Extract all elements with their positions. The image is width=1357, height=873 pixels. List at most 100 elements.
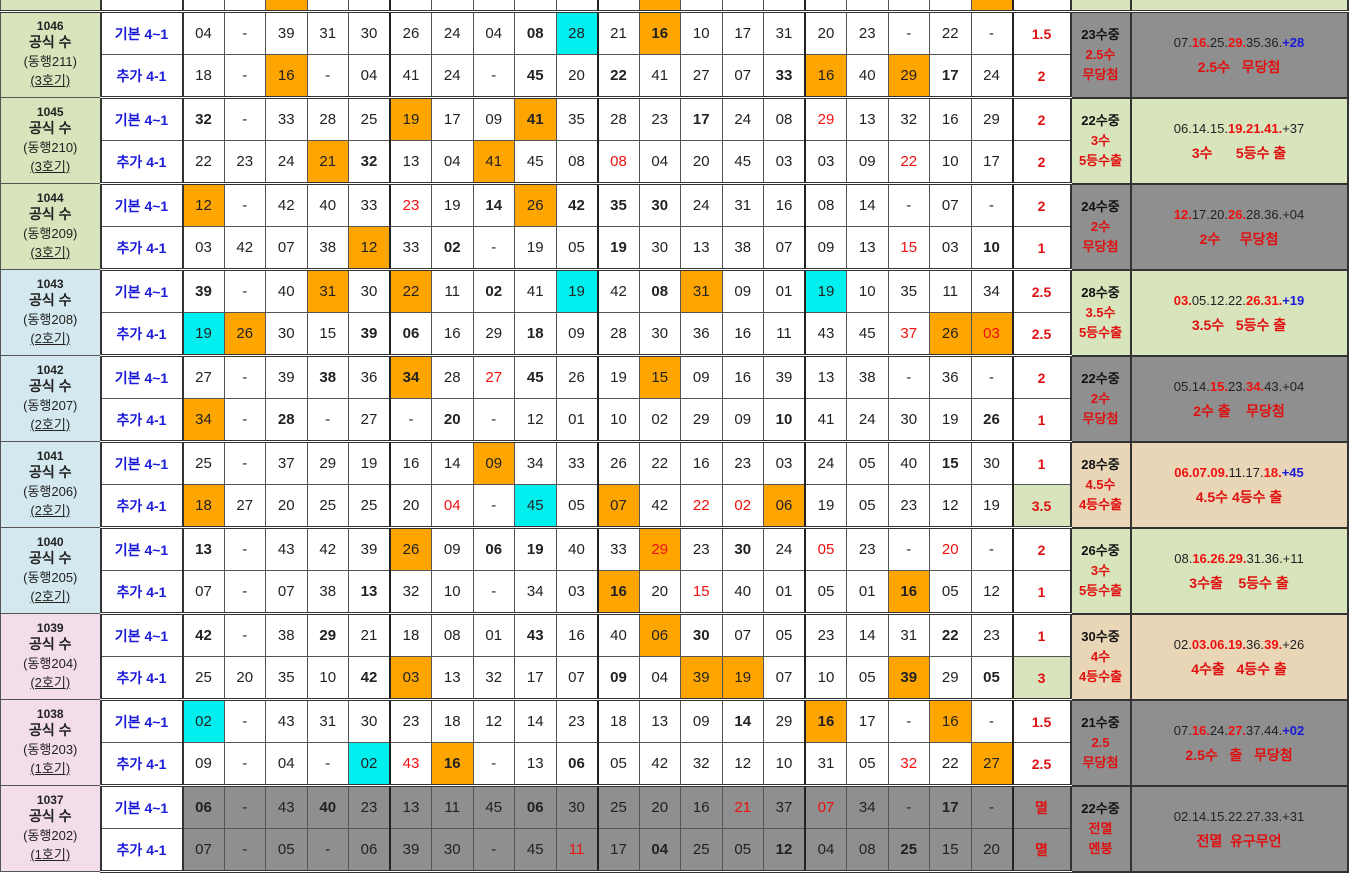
number-cell: 05 bbox=[804, 570, 847, 615]
machine-label: (3호기) bbox=[30, 73, 71, 88]
winning-numbers: 02.03.06.19.36.39.+26 bbox=[1133, 633, 1346, 657]
number-cell: 19 bbox=[555, 269, 599, 313]
number-cell: 21 bbox=[348, 613, 391, 657]
score-cell: 1 bbox=[1011, 226, 1071, 271]
number-cell: 24 bbox=[431, 54, 474, 99]
number-cell: 04 bbox=[638, 656, 681, 701]
number-cell: 32 bbox=[389, 570, 432, 615]
winning-numbers: 03.05.12.22.26.31.+19 bbox=[1133, 289, 1346, 313]
number-cell: 16 bbox=[804, 54, 847, 99]
round-label-cell: 1044 공식 수 (동행209) (3호기) bbox=[0, 183, 102, 270]
number-cell: 10 bbox=[597, 398, 640, 443]
number-cell: 34 bbox=[514, 441, 557, 485]
number-cell: 14 bbox=[721, 699, 764, 743]
number-cell: 35 bbox=[265, 656, 308, 701]
winning-number-segment: 23. bbox=[1227, 378, 1247, 394]
number-cell: 29 bbox=[763, 699, 806, 743]
summary-line: 전멸 bbox=[1088, 820, 1113, 836]
number-cell: 36 bbox=[929, 355, 972, 399]
winning-number-segment: +37 bbox=[1282, 120, 1305, 136]
table-row: 추가 4-1 18 27 20 25 25 20 04-45 05 07 42 22 02 06 19 05 2… bbox=[1, 484, 1348, 529]
number-cell bbox=[846, 0, 889, 13]
number-cell: 18 bbox=[431, 699, 474, 743]
partner-label: (동행208) bbox=[23, 311, 78, 327]
number-cell: 20 bbox=[431, 398, 474, 443]
summary-line: 24수중 bbox=[1081, 198, 1120, 214]
number-cell: 24 bbox=[721, 97, 764, 141]
number-cell: 20 bbox=[555, 54, 599, 99]
number-cell: 15 bbox=[680, 570, 723, 615]
summary-cell: 30수중 4수 4등수출 bbox=[1069, 612, 1132, 701]
row-type-label: 기본 4~1 bbox=[100, 613, 184, 657]
number-cell: 09 bbox=[182, 742, 225, 787]
number-cell: 19 bbox=[721, 656, 764, 701]
number-cell: 31 bbox=[680, 269, 723, 313]
row-type-label: 기본 4~1 bbox=[100, 11, 184, 55]
number-cell: 16 bbox=[638, 11, 681, 55]
winning-number-segment: 06.07.09. bbox=[1174, 464, 1229, 480]
number-cell: 09 bbox=[804, 226, 847, 271]
round-label-cell bbox=[0, 0, 102, 13]
number-cell: 16 bbox=[431, 312, 474, 357]
number-cell: 12 bbox=[182, 183, 225, 227]
table-row: 1044 공식 수 (동행209) (3호기) 기본 4~1 12-42 40 33 23 19 1… bbox=[0, 182, 1349, 271]
partner-label: (동행206) bbox=[23, 483, 78, 499]
row-type-label: 추가 4-1 bbox=[100, 226, 184, 271]
number-cell: 30 bbox=[555, 785, 599, 829]
number-cell: 22 bbox=[182, 140, 225, 185]
number-cell: 02 bbox=[721, 484, 764, 529]
number-cell: - bbox=[223, 785, 266, 829]
table-row: 1038 공식 수 (동행203) (1호기) 기본 4~1 02-43 31 30 23 18 1… bbox=[0, 698, 1349, 787]
score-cell: 1 bbox=[1011, 441, 1071, 485]
number-cell: 37 bbox=[887, 312, 930, 357]
number-cell: 34 bbox=[514, 570, 557, 615]
number-cell: 38 bbox=[306, 355, 349, 399]
number-cell: 29 bbox=[638, 527, 681, 571]
number-cell: 19 bbox=[804, 484, 847, 529]
machine-label: (2호기) bbox=[30, 416, 71, 432]
number-cell: 11 bbox=[431, 785, 474, 829]
number-cell: 07 bbox=[804, 785, 847, 829]
number-cell: 10 bbox=[306, 656, 349, 701]
number-cell: 43 bbox=[514, 613, 557, 657]
result-cell: 08.16.26.29.31.36.+11 3수출 5등수 출 bbox=[1129, 526, 1349, 615]
number-cell: 17 bbox=[597, 828, 640, 873]
summary-cell: 21수중 2.5 무당첨 bbox=[1069, 698, 1132, 787]
summary-line: 22수중 bbox=[1081, 112, 1120, 128]
number-cell: 16 bbox=[763, 183, 806, 227]
number-cell: 06 bbox=[555, 742, 599, 787]
number-cell: 01 bbox=[846, 570, 889, 615]
number-cell: 28 bbox=[306, 97, 349, 141]
score-cell: 2.5 bbox=[1011, 312, 1071, 357]
number-cell: - bbox=[306, 828, 349, 873]
number-cell bbox=[721, 0, 764, 13]
number-cell: 30 bbox=[680, 613, 723, 657]
result-cell: 03.05.12.22.26.31.+19 3.5수 5등수 출 bbox=[1129, 268, 1349, 357]
number-cell: 24 bbox=[431, 11, 474, 55]
winning-number-segment: +02 bbox=[1282, 722, 1305, 738]
number-cell: 04 bbox=[638, 140, 681, 185]
number-cell: 05 bbox=[597, 742, 640, 787]
number-cell: 20 bbox=[680, 140, 723, 185]
round-number: 1039 bbox=[36, 620, 64, 635]
number-cell: - bbox=[223, 828, 266, 873]
number-cell: 11 bbox=[929, 269, 972, 313]
number-cell: 07 bbox=[929, 183, 972, 227]
number-cell: 16 bbox=[265, 54, 308, 99]
number-cell: 31 bbox=[763, 11, 806, 55]
number-cell: 33 bbox=[389, 226, 432, 271]
winning-numbers: 05.14.15.23.34.43.+04 bbox=[1133, 375, 1346, 399]
winning-number-segment: 26. bbox=[1227, 206, 1247, 222]
number-cell: 04 bbox=[804, 828, 847, 873]
number-cell: 28 bbox=[265, 398, 308, 443]
number-cell: 22 bbox=[680, 484, 723, 529]
winning-number-segment: 34. bbox=[1246, 378, 1265, 394]
number-cell: - bbox=[223, 269, 266, 313]
number-cell: 29 bbox=[680, 398, 723, 443]
number-cell bbox=[763, 0, 806, 13]
number-cell: 24 bbox=[680, 183, 723, 227]
table-row: 추가 4-1 18-16-04 41 24-45 20 22 41 27 07 33 16 40 29 1… bbox=[1, 54, 1348, 99]
machine-label: (2호기) bbox=[30, 330, 71, 346]
partner-label: (동행203) bbox=[23, 741, 78, 757]
result-cell: 02.14.15.22.27.33.+31 전멸 유구무언 bbox=[1129, 784, 1349, 873]
